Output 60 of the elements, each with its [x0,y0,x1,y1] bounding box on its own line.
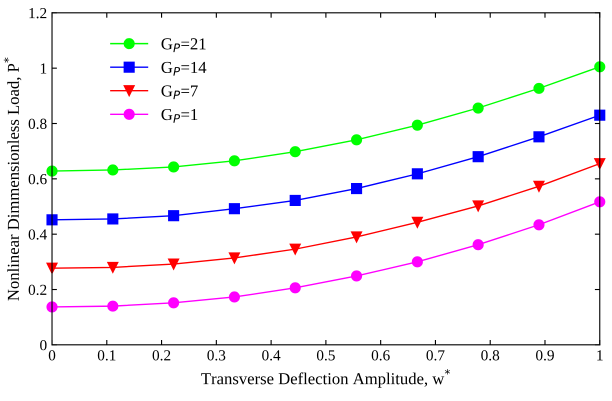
point [533,219,545,230]
point [228,203,240,214]
legend-label: G$_{P}$=7 [162,85,198,100]
x-axis-title: Transverse Deflection Amplitude, w$^{*}$ [201,369,450,388]
point [46,301,58,313]
x-tick-label: 0 [48,350,56,360]
x-tick-label: 1 [597,350,603,360]
point [412,256,423,268]
x-tick-label: 0.6 [372,350,390,361]
point [168,210,180,222]
point [472,200,484,212]
point [107,164,118,176]
point [168,161,180,173]
y-tick-label: 0.8 [28,118,47,130]
point [533,82,545,94]
point [168,258,180,270]
point [290,282,301,294]
legend-label: G$_{P}$=21 [162,38,206,52]
x-tick-label: 0.8 [481,350,500,361]
x-tick-label: 0.5 [316,350,335,361]
point [412,120,423,131]
point [472,239,484,250]
y-tick-label: 1 [40,63,46,74]
legend-label: G$_{P}$=1 [162,108,198,123]
legend-label: G$_{P}$=14 [162,62,206,76]
point [533,131,545,142]
point [351,270,362,282]
point [472,151,484,162]
point [412,216,423,228]
point [107,213,118,225]
x-tick-label: 0.4 [262,350,280,361]
point [228,291,240,303]
point [290,244,301,255]
x-tick-label: 0.1 [98,350,116,361]
point [290,146,301,158]
point [594,110,606,121]
point [107,300,118,312]
point [351,231,362,243]
y-tick-label: 0 [40,340,47,350]
x-tick-label: 0.7 [426,350,445,361]
point [46,214,58,226]
point [351,134,362,146]
y-tick-label: 0.4 [28,229,47,240]
point [168,297,180,308]
point [107,262,118,273]
point [412,168,423,180]
y-tick-label: 0.2 [28,284,46,296]
point [351,182,362,194]
y-tick-label: 0.6 [28,174,47,184]
y-tick-label: 1.2 [29,8,46,18]
x-tick-label: 0.2 [152,350,170,361]
point [290,194,301,206]
point [228,155,240,166]
point [472,102,484,114]
point [46,166,58,177]
y-axis-title: Nonlinear Dimmensionless Load, P$^{*}$ [4,58,22,301]
point [228,252,240,264]
point [533,180,545,192]
x-tick-label: 0.3 [207,350,226,361]
x-tick-label: 0.9 [536,350,554,361]
